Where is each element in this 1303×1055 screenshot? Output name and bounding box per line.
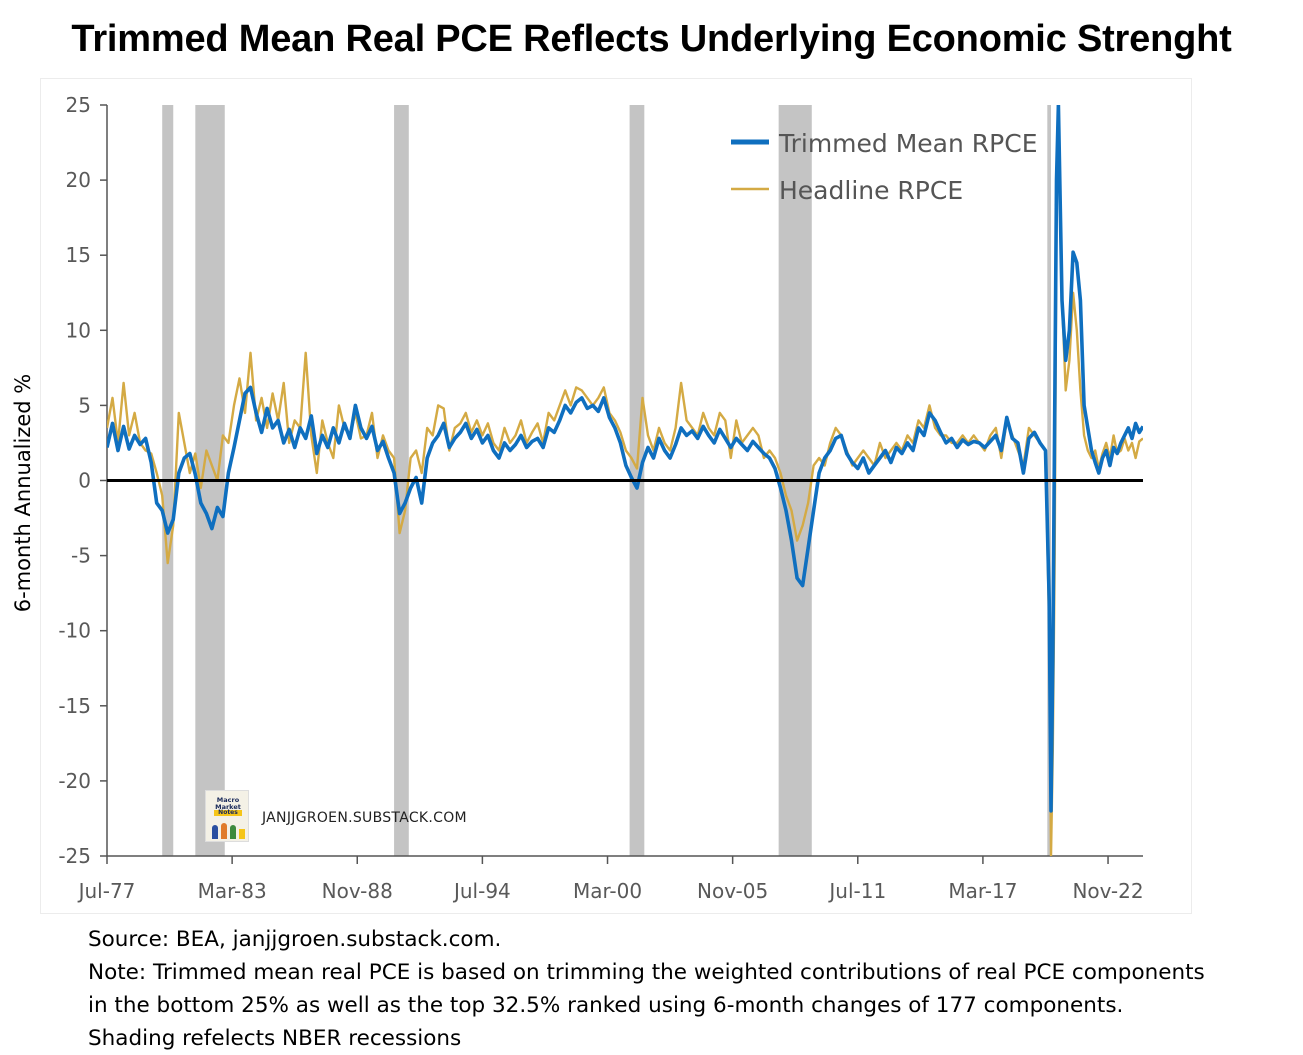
bar-chart-icon (239, 829, 245, 839)
series-lines (107, 105, 1143, 856)
logo-url: JANJJGROEN.SUBSTACK.COM (262, 810, 467, 826)
logo-title: Macro Market (215, 796, 241, 811)
legend-label: Trimmed Mean RPCE (778, 129, 1037, 158)
person-figure-icon (230, 825, 236, 839)
macro-market-notes-logo: Macro Market Notes (205, 790, 249, 842)
note-line-3: Shading refelects NBER recessions (88, 1026, 462, 1051)
trimmed-mean-rpce-line (107, 105, 1143, 813)
y-axis-label: 6-month Annualized % (11, 374, 35, 613)
y-tick-label: 10 (66, 318, 91, 342)
y-tick-label: 5 (78, 393, 91, 417)
x-tick-label: Jul-94 (452, 879, 511, 903)
chart-frame (40, 78, 1192, 914)
note-line-2: in the bottom 25% as well as the top 32.… (88, 993, 1124, 1018)
y-tick-label: 0 (78, 469, 91, 493)
legend-label: Headline RPCE (779, 176, 963, 205)
person-figure-icon (221, 823, 227, 839)
x-tick-label: Mar-83 (198, 879, 267, 903)
source-note: Source: BEA, janjjgroen.substack.com. No… (88, 923, 1288, 1055)
source-line: Source: BEA, janjjgroen.substack.com. (88, 927, 502, 952)
person-figure-icon (212, 825, 218, 839)
x-tick-label: Nov-88 (322, 879, 393, 903)
chart-title: Trimmed Mean Real PCE Reflects Underlyin… (71, 18, 1232, 60)
x-tick-label: Jul-77 (77, 879, 136, 903)
y-tick-label: 25 (66, 93, 91, 117)
x-tick-label: Nov-05 (697, 879, 768, 903)
y-tick-label: -15 (58, 694, 91, 718)
x-tick-label: Jul-11 (827, 879, 886, 903)
x-tick-label: Mar-00 (573, 879, 642, 903)
y-tick-label: -5 (71, 544, 91, 568)
y-tick-label: -20 (58, 769, 91, 793)
x-tick-label: Nov-22 (1072, 879, 1143, 903)
note-line-1: Note: Trimmed mean real PCE is based on … (88, 960, 1205, 985)
y-tick-label: -25 (58, 844, 91, 868)
axes: 25 20 15 10 5 0 -5 -10 -15 -20 -25 Jul-77 Mar-83 Nov-… (58, 93, 1143, 903)
y-tick-label: -10 (58, 619, 91, 643)
y-tick-label: 20 (66, 168, 91, 192)
logo-subtitle: Notes (214, 810, 242, 816)
x-tick-label: Mar-17 (948, 879, 1017, 903)
legend: Trimmed Mean RPCE Headline RPCE (731, 129, 1037, 205)
y-tick-label: 15 (66, 243, 91, 267)
